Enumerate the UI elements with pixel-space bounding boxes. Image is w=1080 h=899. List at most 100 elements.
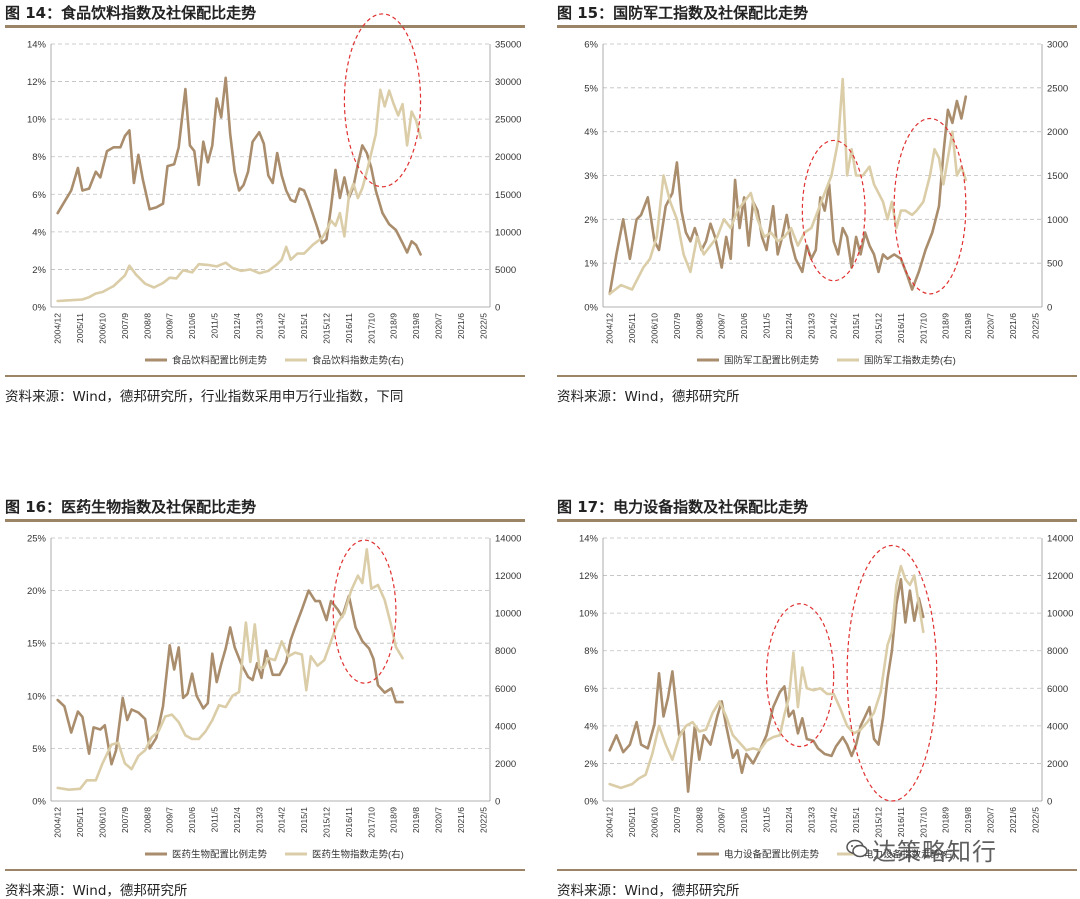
left-tick-label: 3% <box>584 171 598 182</box>
x-tick-label: 2013/3 <box>806 807 816 833</box>
x-tick-label: 2013/3 <box>254 313 264 339</box>
x-tick-label: 2010/6 <box>739 313 749 339</box>
x-tick-label: 2022/5 <box>478 313 488 339</box>
left-tick-label: 0% <box>584 797 598 808</box>
x-tick-label: 2004/12 <box>605 313 615 344</box>
left-tick-label: 6% <box>584 40 598 51</box>
legend-label: 医药生物配置比例走势 <box>172 849 268 861</box>
x-tick-label: 2015/12 <box>321 313 331 344</box>
left-tick-label: 0% <box>32 303 46 314</box>
x-tick-label: 2004/12 <box>53 313 63 344</box>
right-tick-label: 6000 <box>495 684 516 695</box>
x-tick-label: 2007/9 <box>120 807 130 833</box>
x-tick-label: 2006/10 <box>650 807 660 838</box>
watermark-text: 达策略知行 <box>872 838 997 866</box>
left-tick-label: 10% <box>27 115 47 126</box>
x-tick-label: 2005/11 <box>627 807 637 837</box>
x-tick-label: 2004/12 <box>53 807 63 838</box>
right-tick-label: 0 <box>495 303 500 314</box>
x-tick-label: 2006/10 <box>650 313 660 344</box>
left-tick-label: 8% <box>32 152 46 163</box>
x-tick-label: 2005/11 <box>75 313 85 343</box>
right-tick-label: 10000 <box>495 227 521 238</box>
right-tick-label: 4000 <box>1047 721 1068 732</box>
left-tick-label: 12% <box>27 77 47 88</box>
x-tick-label: 2012/4 <box>232 807 242 833</box>
left-tick-label: 14% <box>579 534 599 545</box>
right-tick-label: 6000 <box>1047 684 1068 695</box>
right-tick-label: 2000 <box>1047 759 1068 770</box>
left-tick-label: 10% <box>27 691 47 702</box>
ratio-series-line <box>608 95 968 296</box>
x-tick-label: 2012/4 <box>232 313 242 339</box>
right-tick-label: 8000 <box>1047 646 1068 657</box>
figure-14-title: 图 14：食品饮料指数及社保配比走势 <box>5 4 257 22</box>
x-tick-label: 2017/10 <box>366 313 376 344</box>
highlight-ellipse <box>765 603 835 748</box>
legend-label: 食品饮料指数走势(右) <box>312 355 404 367</box>
right-tick-label: 14000 <box>495 534 521 545</box>
x-tick-label: 2011/5 <box>210 313 220 339</box>
x-tick-label: 2016/11 <box>344 313 354 343</box>
x-tick-label: 2020/7 <box>985 807 995 833</box>
x-tick-label: 2007/9 <box>120 313 130 339</box>
right-tick-label: 1000 <box>1047 215 1068 226</box>
x-tick-label: 2005/11 <box>75 807 85 837</box>
right-tick-label: 30000 <box>495 77 521 88</box>
figure-14-chart: 0% 2% 4% 6% 8% 10% 12% 14% 0 5000 10000 15000 20000 2… <box>27 13 521 367</box>
x-tick-label: 2018/9 <box>941 313 951 339</box>
right-tick-label: 0 <box>1047 797 1052 808</box>
x-tick-label: 2014/2 <box>829 807 839 833</box>
bottom-rule <box>557 869 1077 871</box>
right-tick-label: 20000 <box>495 152 521 163</box>
x-tick-label: 2007/9 <box>672 313 682 339</box>
x-tick-label: 2004/12 <box>605 807 615 838</box>
left-tick-label: 14% <box>27 40 47 51</box>
right-tick-label: 2000 <box>1047 127 1068 138</box>
left-tick-label: 4% <box>584 127 598 138</box>
figure-17-title: 图 17：电力设备指数及社保配比走势 <box>557 498 809 516</box>
left-tick-label: 2% <box>584 215 598 226</box>
right-tick-label: 35000 <box>495 40 521 51</box>
right-tick-label: 3000 <box>1047 40 1068 51</box>
left-tick-label: 8% <box>584 646 598 657</box>
index-series-line <box>56 548 404 791</box>
x-tick-label: 2022/5 <box>478 807 488 833</box>
figure-15-title: 图 15：国防军工指数及社保配比走势 <box>557 4 809 22</box>
figure-17-source: 资料来源：Wind，德邦研究所 <box>557 883 740 899</box>
x-tick-label: 2021/6 <box>456 313 466 339</box>
left-tick-label: 2% <box>32 265 46 276</box>
figure-16-source: 资料来源：Wind，德邦研究所 <box>5 883 188 899</box>
left-tick-label: 20% <box>27 586 47 597</box>
right-tick-label: 1500 <box>1047 171 1068 182</box>
bottom-rule <box>5 375 525 377</box>
left-tick-label: 6% <box>584 684 598 695</box>
x-tick-label: 2015/12 <box>321 807 331 838</box>
right-tick-label: 14000 <box>1047 534 1073 545</box>
ratio-series-line <box>608 578 925 793</box>
figure-17-chart: 0% 2% 4% 6% 8% 10% 12% 14% 0 2000 4000 6000 8000 1000… <box>579 534 1073 861</box>
x-tick-label: 2015/1 <box>299 807 309 833</box>
title-rule <box>5 519 525 522</box>
ratio-series-line <box>56 76 422 256</box>
left-tick-label: 6% <box>32 190 46 201</box>
left-tick-label: 0% <box>32 797 46 808</box>
x-tick-label: 2019/8 <box>411 313 421 339</box>
x-tick-label: 2013/3 <box>254 807 264 833</box>
x-tick-label: 2010/6 <box>739 807 749 833</box>
highlight-ellipse <box>801 139 866 282</box>
x-tick-label: 2011/5 <box>762 807 772 833</box>
wechat-icon <box>846 839 868 858</box>
x-tick-label: 2011/5 <box>210 807 220 833</box>
title-rule <box>557 25 1077 28</box>
left-tick-label: 25% <box>27 534 47 545</box>
x-tick-label: 2006/10 <box>98 807 108 838</box>
title-rule <box>557 519 1077 522</box>
x-tick-label: 2010/6 <box>187 313 197 339</box>
left-tick-label: 0% <box>584 303 598 314</box>
x-tick-label: 2014/2 <box>277 313 287 339</box>
legend-label: 食品饮料配置比例走势 <box>172 355 268 367</box>
x-tick-label: 2009/7 <box>717 313 727 339</box>
right-tick-label: 15000 <box>495 190 521 201</box>
left-tick-label: 12% <box>579 571 599 582</box>
